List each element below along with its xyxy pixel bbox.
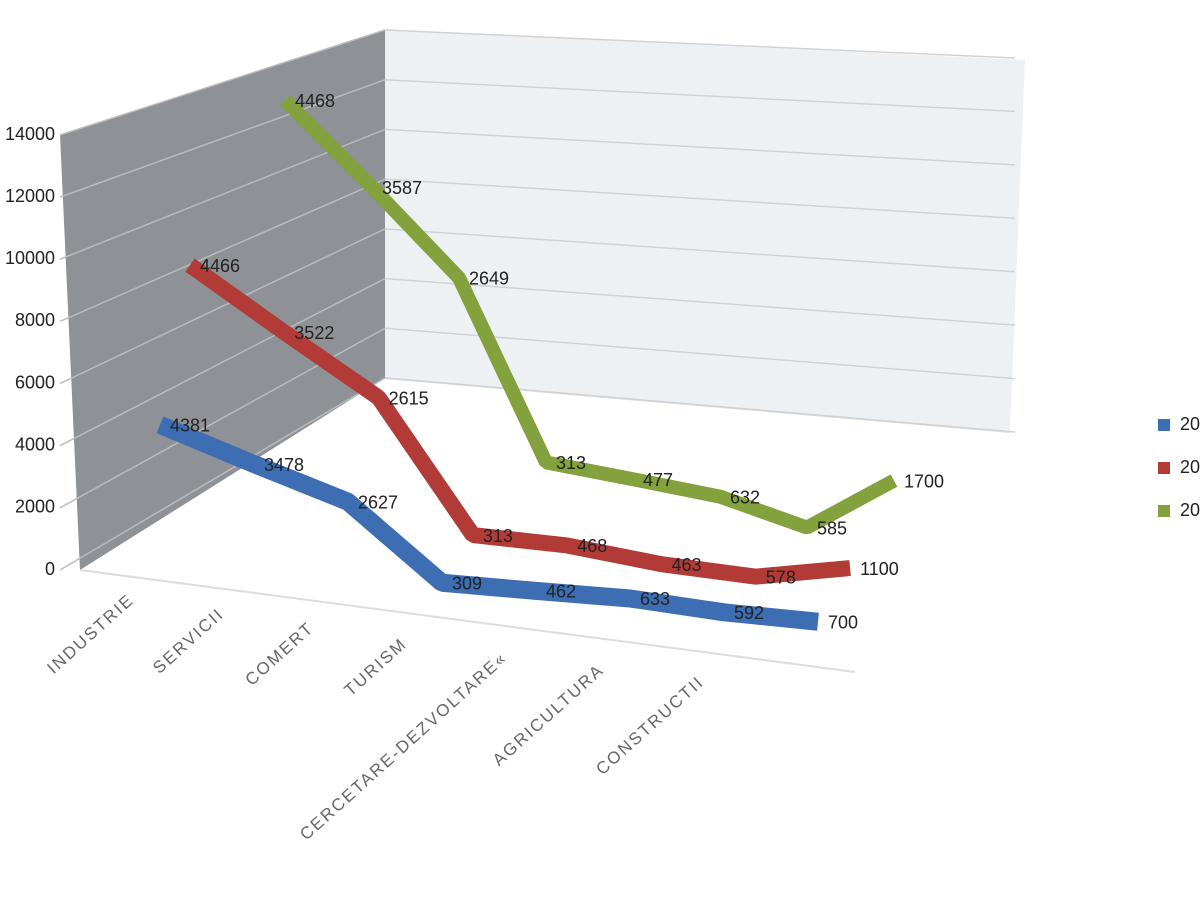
data-label: 4468 — [295, 91, 335, 111]
grid-line — [59, 277, 386, 447]
x-tick-label: TURISM — [341, 634, 411, 700]
y-tick-label: 2000 — [15, 497, 55, 517]
data-label: 2627 — [358, 493, 398, 513]
x-tick-label: AGRICULTURA — [489, 660, 608, 770]
grid-line — [384, 178, 1016, 220]
grid-line — [59, 228, 386, 385]
data-label: 592 — [734, 603, 764, 623]
y-tick-label: 10000 — [5, 248, 55, 268]
series-line — [280, 95, 898, 535]
data-label: 468 — [577, 536, 607, 556]
data-label: 2615 — [389, 388, 429, 408]
data-label: 462 — [546, 582, 576, 602]
data-label: 585 — [817, 518, 847, 538]
y-tick-label: 12000 — [5, 186, 55, 206]
grid-line — [59, 79, 386, 198]
data-label: 633 — [640, 589, 670, 609]
series-line — [156, 416, 819, 631]
grid-line — [384, 277, 1016, 326]
x-tick-label: COMERT — [242, 618, 318, 689]
data-label: 3587 — [382, 178, 422, 198]
data-label: 3478 — [264, 455, 304, 475]
data-label: 2649 — [469, 269, 509, 289]
data-label: 477 — [643, 470, 673, 490]
data-label: 309 — [452, 574, 482, 594]
data-label: 4381 — [170, 416, 210, 436]
data-label: 463 — [672, 555, 702, 575]
grid-line — [59, 377, 386, 571]
y-tick-label: 8000 — [15, 310, 55, 330]
legend-label: 20 — [1180, 500, 1200, 520]
legend-label: 20 — [1180, 414, 1200, 434]
side-wall — [60, 30, 385, 570]
grid-line — [59, 29, 386, 136]
data-label: 3522 — [294, 323, 334, 343]
data-label: 578 — [766, 567, 796, 587]
y-tick-label: 4000 — [15, 434, 55, 454]
grid-line — [384, 128, 1016, 166]
data-label: 632 — [730, 487, 760, 507]
series-line — [185, 258, 851, 585]
y-tick-label: 6000 — [15, 372, 55, 392]
grid-line — [384, 29, 1016, 59]
back-wall — [385, 30, 1025, 432]
data-label: 1100 — [860, 559, 899, 579]
data-label: 313 — [483, 526, 513, 546]
x-tick-label: CERCETARE-DEZVOLTARE« — [296, 648, 511, 844]
data-label: 313 — [556, 453, 586, 473]
y-tick-label: 0 — [45, 559, 55, 579]
grid-line — [59, 178, 386, 323]
data-label: 700 — [828, 613, 858, 633]
y-tick-label: 14000 — [5, 124, 55, 144]
grid-line — [384, 228, 1016, 273]
x-tick-label: INDUSTRIE — [43, 590, 137, 677]
x-tick-label: SERVICII — [149, 604, 227, 677]
legend-swatch — [1158, 462, 1170, 474]
grid-line — [384, 377, 1016, 433]
floor-edge — [79, 569, 856, 673]
data-label: 1700 — [904, 471, 944, 491]
data-label: 4466 — [200, 256, 240, 276]
legend-swatch — [1158, 505, 1170, 517]
x-tick-label: CONSTRUCTII — [592, 672, 707, 779]
legend-label: 20 — [1180, 457, 1200, 477]
grid-line — [384, 78, 1016, 113]
legend-swatch — [1158, 419, 1170, 431]
